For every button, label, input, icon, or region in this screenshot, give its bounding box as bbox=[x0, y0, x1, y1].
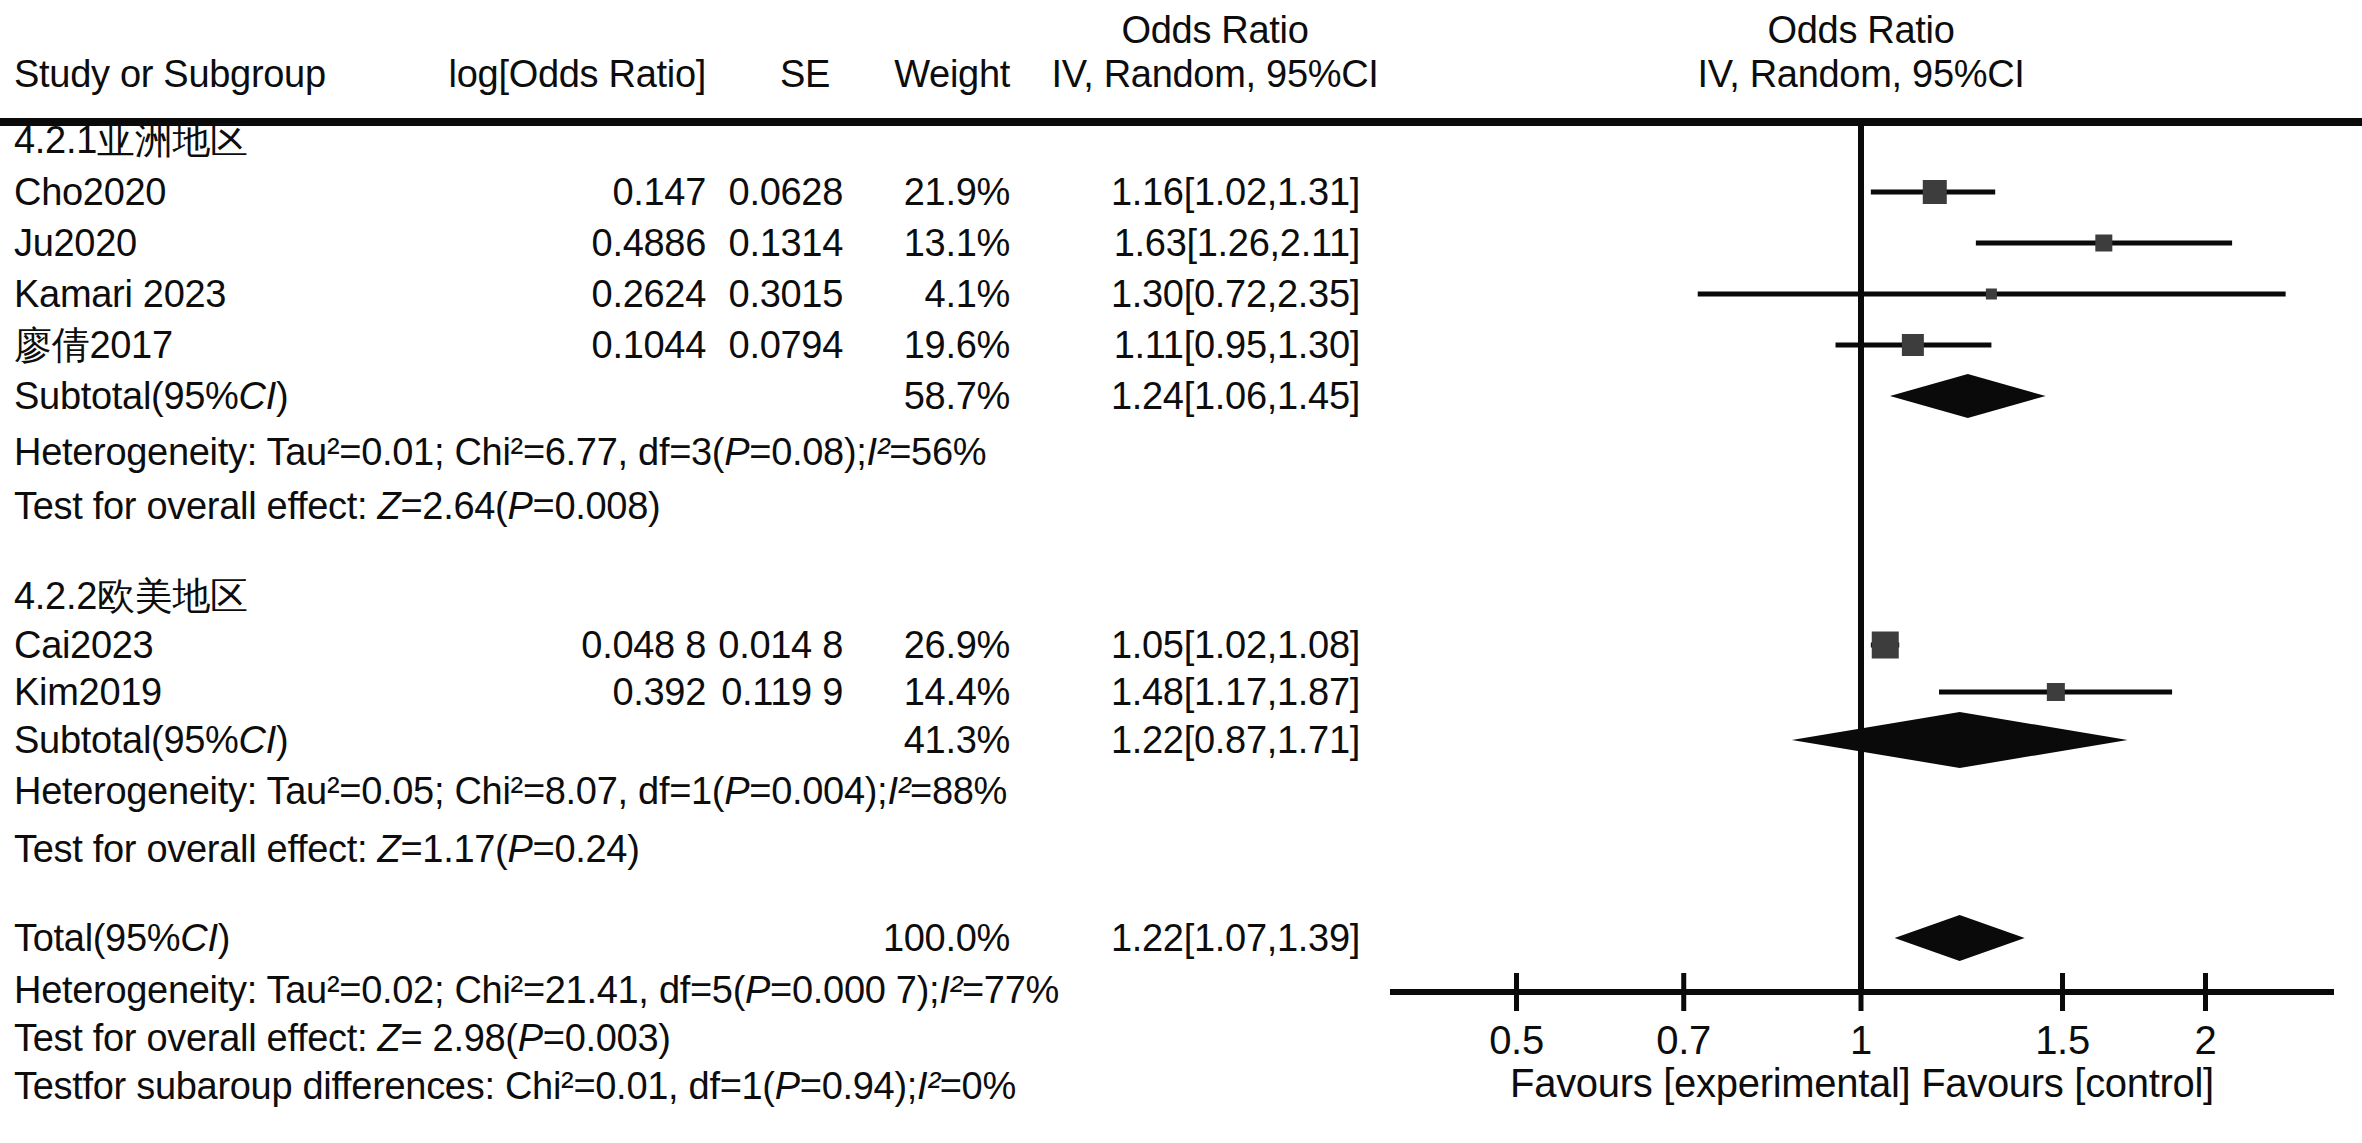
study-row: Kim20190.3920.119 914.4%1.48[1.17,1.87] bbox=[0, 666, 1400, 718]
study-row: Cho20200.1470.062821.9%1.16[1.02,1.31] bbox=[0, 166, 1400, 218]
overall-effect-row: Test for overall effect: Z=2.64(P=0.008) bbox=[0, 480, 1400, 532]
effect-square bbox=[1986, 289, 1997, 300]
effect-square bbox=[1872, 632, 1899, 659]
study-weight: 13.1% bbox=[810, 217, 1010, 269]
study-ci-text: 1.16[1.02,1.31] bbox=[1000, 166, 1360, 218]
study-row: Kamari 20230.26240.30154.1%1.30[0.72,2.3… bbox=[0, 268, 1400, 320]
subgroup-header-row: 4.2.1亚洲地区 bbox=[0, 114, 1400, 166]
effect-square bbox=[1923, 180, 1947, 204]
study-name: Kamari 2023 bbox=[14, 268, 394, 320]
footnote-row: Heterogeneity: Tau²=0.02; Chi²=21.41, df… bbox=[0, 964, 1400, 1016]
study-name: Cai2023 bbox=[14, 619, 394, 671]
subgroup-label: 4.2.1亚洲地区 bbox=[14, 114, 1354, 166]
footnote-row: Testfor subaroup differences: Chi²=0.01,… bbox=[0, 1060, 1400, 1112]
total-row: Total(95%CI) 100.0%1.22[1.07,1.39] bbox=[0, 912, 1400, 964]
subtotal-ci-text: 1.22[0.87,1.71] bbox=[1000, 714, 1360, 766]
axis-tick-label: 1.5 bbox=[1983, 1018, 2143, 1062]
total-diamond bbox=[1895, 915, 2025, 961]
study-weight: 4.1% bbox=[810, 268, 1010, 320]
study-weight: 26.9% bbox=[810, 619, 1010, 671]
axis-tick-label: 1 bbox=[1781, 1018, 1941, 1062]
heterogeneity-text: Heterogeneity: Tau²=0.01; Chi²=6.77, df=… bbox=[14, 426, 1354, 478]
subtotal-ci-text: 1.24[1.06,1.45] bbox=[1000, 370, 1360, 422]
study-ci-text: 1.05[1.02,1.08] bbox=[1000, 619, 1360, 671]
total-ci-text: 1.22[1.07,1.39] bbox=[1000, 912, 1360, 964]
subtotal-weight: 58.7% bbox=[810, 370, 1010, 422]
study-name: 廖倩2017 bbox=[14, 319, 394, 371]
footnote-row: Test for overall effect: Z= 2.98(P=0.003… bbox=[0, 1012, 1400, 1064]
overall-effect-row: Test for overall effect: Z=1.17(P=0.24) bbox=[0, 823, 1400, 875]
heterogeneity-text: Heterogeneity: Tau²=0.05; Chi²=8.07, df=… bbox=[14, 765, 1354, 817]
total-weight: 100.0% bbox=[810, 912, 1010, 964]
subtotal-weight: 41.3% bbox=[810, 714, 1010, 766]
study-ci-text: 1.63[1.26,2.11] bbox=[1000, 217, 1360, 269]
axis-tick-label: 2 bbox=[2125, 1018, 2285, 1062]
effect-square bbox=[2047, 683, 2065, 701]
study-ci-text: 1.48[1.17,1.87] bbox=[1000, 666, 1360, 718]
footnote-text: Testfor subaroup differences: Chi²=0.01,… bbox=[14, 1060, 1374, 1112]
subtotal-diamond bbox=[1890, 374, 2046, 418]
study-weight: 21.9% bbox=[810, 166, 1010, 218]
effect-square bbox=[2095, 235, 2112, 252]
overall-effect-text: Test for overall effect: Z=2.64(P=0.008) bbox=[14, 480, 1354, 532]
study-row: Cai20230.048 80.014 826.9%1.05[1.02,1.08… bbox=[0, 619, 1400, 671]
axis-tick-label: 0.7 bbox=[1604, 1018, 1764, 1062]
subtotal-label: Subtotal(95%CI) bbox=[14, 714, 614, 766]
study-name: Cho2020 bbox=[14, 166, 394, 218]
study-ci-text: 1.30[0.72,2.35] bbox=[1000, 268, 1360, 320]
subtotal-row: Subtotal(95%CI) 41.3%1.22[0.87,1.71] bbox=[0, 714, 1400, 766]
axis-tick-mark bbox=[2060, 973, 2065, 1011]
effect-square bbox=[1902, 334, 1924, 356]
study-ci-text: 1.11[0.95,1.30] bbox=[1000, 319, 1360, 371]
null-effect-line bbox=[1858, 126, 1864, 992]
study-weight: 14.4% bbox=[810, 666, 1010, 718]
subgroup-header-row: 4.2.2欧美地区 bbox=[0, 570, 1400, 622]
study-weight: 19.6% bbox=[810, 319, 1010, 371]
axis-tick-mark bbox=[2203, 973, 2208, 1011]
forest-plot-figure: Study or Subgroup log[Odds Ratio] SE Wei… bbox=[0, 0, 2362, 1143]
subtotal-label: Subtotal(95%CI) bbox=[14, 370, 614, 422]
total-label: Total(95%CI) bbox=[14, 912, 614, 964]
subgroup-label: 4.2.2欧美地区 bbox=[14, 570, 1354, 622]
footnote-text: Test for overall effect: Z= 2.98(P=0.003… bbox=[14, 1012, 1374, 1064]
subtotal-diamond bbox=[1792, 712, 2128, 768]
axis-tick-mark bbox=[1514, 973, 1519, 1011]
study-name: Ju2020 bbox=[14, 217, 394, 269]
subtotal-row: Subtotal(95%CI) 58.7%1.24[1.06,1.45] bbox=[0, 370, 1400, 422]
study-row: 廖倩20170.10440.079419.6%1.11[0.95,1.30] bbox=[0, 319, 1400, 371]
footnote-text: Heterogeneity: Tau²=0.02; Chi²=21.41, df… bbox=[14, 964, 1374, 1016]
heterogeneity-row: Heterogeneity: Tau²=0.05; Chi²=8.07, df=… bbox=[0, 765, 1400, 817]
study-name: Kim2019 bbox=[14, 666, 394, 718]
axis-tick-mark bbox=[1681, 973, 1686, 1011]
overall-effect-text: Test for overall effect: Z=1.17(P=0.24) bbox=[14, 823, 1354, 875]
axis-tick-mark bbox=[1859, 973, 1864, 1011]
heterogeneity-row: Heterogeneity: Tau²=0.01; Chi²=6.77, df=… bbox=[0, 426, 1400, 478]
study-row: Ju20200.48860.131413.1%1.63[1.26,2.11] bbox=[0, 217, 1400, 269]
axis-tick-label: 0.5 bbox=[1437, 1018, 1597, 1062]
favours-axis-label: Favours [experimental] Favours [control] bbox=[1262, 1060, 2362, 1106]
